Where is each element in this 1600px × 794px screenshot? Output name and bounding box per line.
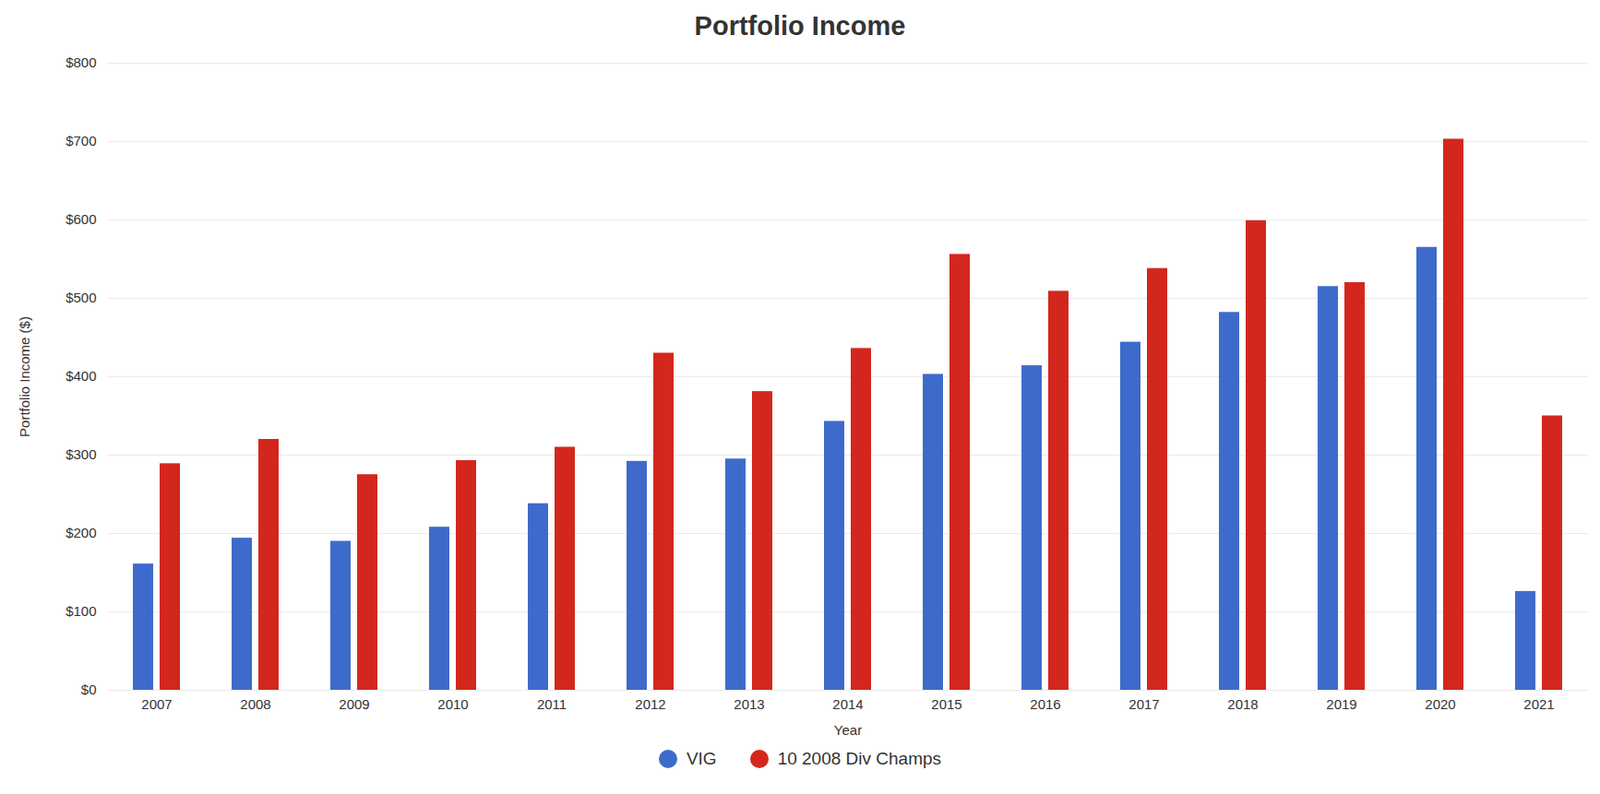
svg-text:Year: Year xyxy=(834,722,862,739)
svg-text:$100: $100 xyxy=(65,603,96,620)
svg-text:2012: 2012 xyxy=(634,696,666,713)
svg-text:2008: 2008 xyxy=(239,696,271,713)
svg-text:2010: 2010 xyxy=(437,696,468,713)
svg-text:2013: 2013 xyxy=(733,696,765,713)
svg-text:Portfolio Income ($): Portfolio Income ($) xyxy=(16,316,33,438)
svg-text:$800: $800 xyxy=(65,54,96,71)
html-text:Portfolio Income: Portfolio Income xyxy=(694,11,906,41)
svg-text:2011: 2011 xyxy=(537,696,567,713)
html-text:VIG: VIG xyxy=(686,749,717,769)
svg-text:2018: 2018 xyxy=(1227,696,1258,713)
svg-text:2021: 2021 xyxy=(1523,696,1554,713)
svg-text:$200: $200 xyxy=(65,525,96,541)
svg-text:2007: 2007 xyxy=(141,696,172,713)
svg-text:$400: $400 xyxy=(65,368,96,384)
svg-text:2017: 2017 xyxy=(1128,696,1159,713)
svg-text:2014: 2014 xyxy=(832,696,863,713)
svg-text:$300: $300 xyxy=(65,446,96,463)
svg-text:2019: 2019 xyxy=(1325,696,1357,713)
svg-text:$700: $700 xyxy=(65,132,96,149)
svg-text:2015: 2015 xyxy=(931,696,962,713)
svg-text:2016: 2016 xyxy=(1029,696,1061,713)
svg-text:2009: 2009 xyxy=(338,696,370,713)
svg-text:$500: $500 xyxy=(65,289,96,306)
svg-text:2020: 2020 xyxy=(1424,696,1456,713)
html-text:10 2008 Div Champs: 10 2008 Div Champs xyxy=(777,749,942,769)
svg-text:$0: $0 xyxy=(81,681,97,698)
svg-text:$600: $600 xyxy=(65,211,96,227)
